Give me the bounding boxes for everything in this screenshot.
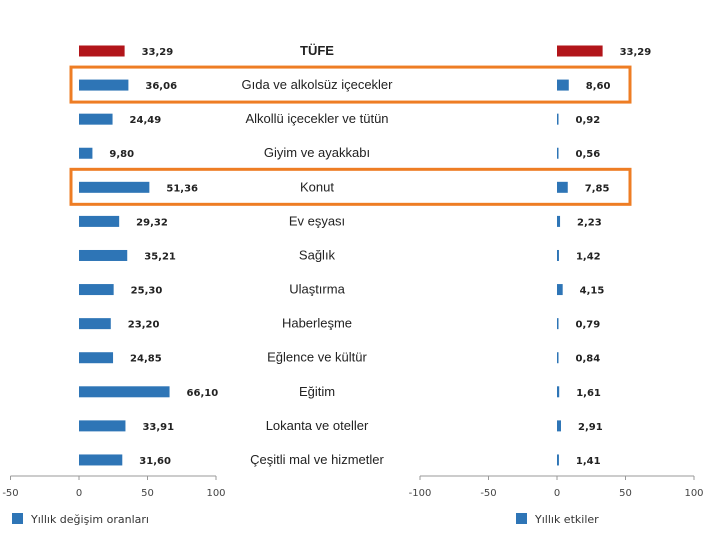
right-legend-swatch xyxy=(516,513,527,524)
left-value-label-alkollu-icecekler-ve-tutun: 24,49 xyxy=(130,115,162,126)
right-bar-tufe xyxy=(557,45,603,57)
right-x-tick-label: 0 xyxy=(554,488,560,499)
right-value-label-ulastirma: 4,15 xyxy=(580,286,605,297)
left-bar-lokanta-ve-oteller xyxy=(79,420,126,432)
highlight-boxes xyxy=(69,65,632,206)
right-value-label-giyim-ve-ayakkabi: 0,56 xyxy=(576,149,601,160)
right-value-label-ev-esyasi: 2,23 xyxy=(577,217,602,228)
right-x-tick-label: -100 xyxy=(409,488,432,499)
left-bar-ev-esyasi xyxy=(79,215,120,227)
left-bar-ulastirma xyxy=(79,284,114,296)
right-bar-ev-esyasi xyxy=(557,215,561,227)
left-legend-swatch xyxy=(12,513,23,524)
right-bar-giyim-ve-ayakkabi xyxy=(557,147,559,159)
right-bar-cesitli-mal-ve-hizmetler xyxy=(557,454,559,466)
left-value-label-gida-ve-alkolsuz-icecekler: 36,06 xyxy=(145,81,177,92)
right-value-label-gida-ve-alkolsuz-icecekler: 8,60 xyxy=(586,81,611,92)
left-bar-alkollu-icecekler-ve-tutun xyxy=(79,113,113,125)
right-bar-alkollu-icecekler-ve-tutun xyxy=(557,113,559,125)
left-bar-giyim-ve-ayakkabi xyxy=(79,147,93,159)
right-value-label-haberlesme: 0,79 xyxy=(576,320,601,331)
highlight-box-gida-ve-alkolsuz-icecekler xyxy=(69,65,632,104)
category-label-gida-ve-alkolsuz-icecekler: Gıda ve alkolsüz içecekler xyxy=(241,77,393,92)
right-value-label-eglence-ve-kultur: 0,84 xyxy=(576,354,601,365)
right-value-label-tufe: 33,29 xyxy=(620,47,652,58)
left-value-label-haberlesme: 23,20 xyxy=(128,320,160,331)
left-value-label-saglik: 35,21 xyxy=(144,251,176,262)
right-value-label-alkollu-icecekler-ve-tutun: 0,92 xyxy=(576,115,601,126)
right-bar-lokanta-ve-oteller xyxy=(557,420,561,432)
right-panel-annual-effect: -100 -50 0 50 100 33,29 8,60 0,92 0,56 7,85 2,23 1,… xyxy=(409,45,704,499)
left-value-label-tufe: 33,29 xyxy=(142,47,174,58)
left-x-tick-label: 50 xyxy=(141,488,154,499)
left-legend-label: Yıllık değişim oranları xyxy=(30,513,149,526)
left-x-tick-label: -50 xyxy=(2,488,18,499)
right-value-label-egitim: 1,61 xyxy=(576,388,601,399)
left-bar-eglence-ve-kultur xyxy=(79,352,114,364)
left-bar-saglik xyxy=(79,249,128,261)
category-labels: TÜFE Gıda ve alkolsüz içecekler Alkollü iç… xyxy=(241,43,393,467)
left-value-label-giyim-ve-ayakkabi: 9,80 xyxy=(109,149,134,160)
highlight-box-konut xyxy=(69,167,632,206)
left-panel-annual-change: -50 0 50 100 33,29 36,06 24,49 9,80 51,36 29,32 35… xyxy=(2,45,226,499)
right-x-tick-label: -50 xyxy=(480,488,496,499)
right-bar-egitim xyxy=(557,386,560,398)
right-x-tick-label: 100 xyxy=(684,488,703,499)
left-bar-cesitli-mal-ve-hizmetler xyxy=(79,454,123,466)
right-bar-haberlesme xyxy=(557,318,559,330)
right-value-label-cesitli-mal-ve-hizmetler: 1,41 xyxy=(576,456,601,467)
category-label-saglik: Sağlık xyxy=(299,247,336,262)
category-label-ev-esyasi: Ev eşyası xyxy=(289,213,345,228)
right-x-tick-label: 50 xyxy=(619,488,632,499)
left-value-label-lokanta-ve-oteller: 33,91 xyxy=(142,422,174,433)
left-bar-haberlesme xyxy=(79,318,111,330)
category-label-cesitli-mal-ve-hizmetler: Çeşitli mal ve hizmetler xyxy=(250,452,384,467)
left-value-label-eglence-ve-kultur: 24,85 xyxy=(130,354,162,365)
right-bar-gida-ve-alkolsuz-icecekler xyxy=(557,79,569,91)
right-value-label-konut: 7,85 xyxy=(585,183,610,194)
category-label-haberlesme: Haberleşme xyxy=(282,316,352,331)
category-label-konut: Konut xyxy=(300,179,334,194)
category-label-tufe: TÜFE xyxy=(300,43,334,58)
category-label-lokanta-ve-oteller: Lokanta ve oteller xyxy=(266,418,369,433)
category-label-ulastirma: Ulaştırma xyxy=(289,282,345,297)
category-label-eglence-ve-kultur: Eğlence ve kültür xyxy=(267,350,367,365)
right-value-label-saglik: 1,42 xyxy=(576,251,601,262)
left-bar-gida-ve-alkolsuz-icecekler xyxy=(79,79,129,91)
category-label-giyim-ve-ayakkabi: Giyim ve ayakkabı xyxy=(264,145,370,160)
left-value-label-ev-esyasi: 29,32 xyxy=(136,217,168,228)
left-value-label-egitim: 66,10 xyxy=(187,388,219,399)
left-value-label-konut: 51,36 xyxy=(166,183,198,194)
left-bar-egitim xyxy=(79,386,170,398)
right-legend-label: Yıllık etkiler xyxy=(534,513,599,526)
category-label-alkollu-icecekler-ve-tutun: Alkollü içecekler ve tütün xyxy=(245,111,388,126)
right-bar-konut xyxy=(557,181,568,193)
left-bar-konut xyxy=(79,181,150,193)
left-value-label-ulastirma: 25,30 xyxy=(131,286,163,297)
right-bar-eglence-ve-kultur xyxy=(557,352,559,364)
left-x-tick-label: 0 xyxy=(76,488,82,499)
right-bar-saglik xyxy=(557,249,559,261)
category-label-egitim: Eğitim xyxy=(299,384,335,399)
left-x-tick-label: 100 xyxy=(206,488,225,499)
left-value-label-cesitli-mal-ve-hizmetler: 31,60 xyxy=(139,456,171,467)
right-bar-ulastirma xyxy=(557,284,563,296)
right-value-label-lokanta-ve-oteller: 2,91 xyxy=(578,422,603,433)
left-bar-tufe xyxy=(79,45,125,57)
legends: Yıllık değişim oranları Yıllık etkiler xyxy=(12,513,599,526)
